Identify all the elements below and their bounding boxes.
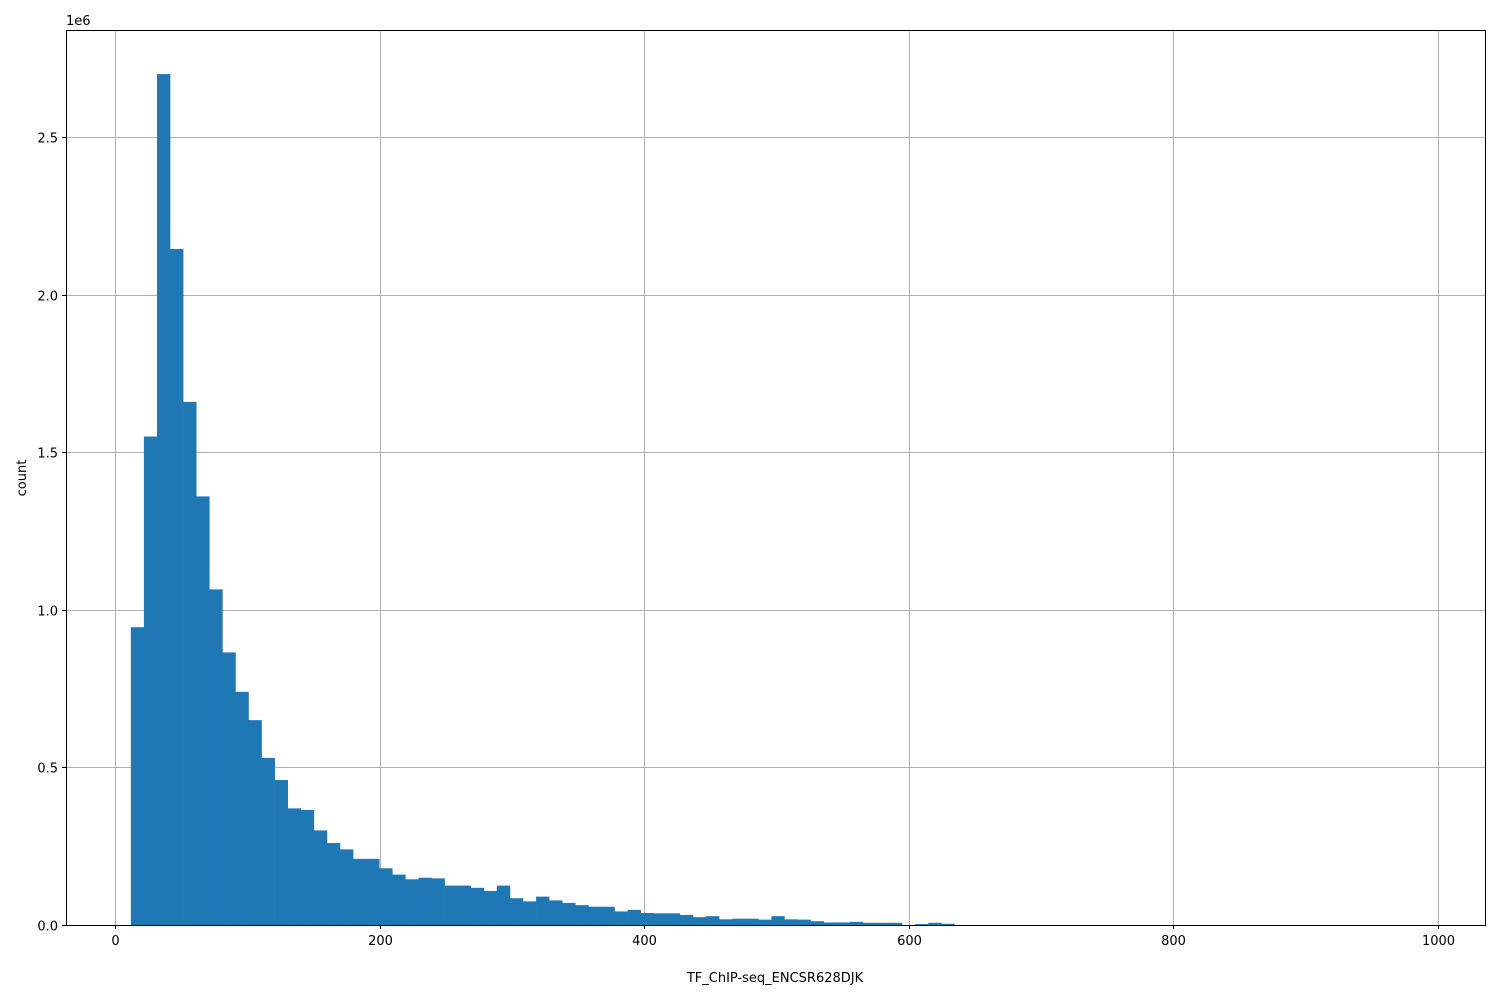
histogram-bar — [732, 918, 746, 925]
histogram-bar — [823, 922, 838, 925]
histogram-bar — [405, 879, 419, 925]
histogram-bar — [522, 901, 537, 925]
histogram-bar — [549, 900, 563, 925]
y-tick-label: 2.0 — [37, 290, 58, 305]
y-tick-label: 1.5 — [37, 447, 58, 462]
histogram-bar — [366, 858, 380, 925]
histogram-bar — [849, 921, 864, 925]
y-axis-ticks: 0.0 0.5 1.0 1.5 2.0 2.5 — [37, 132, 66, 935]
y-tick-label: 0.5 — [37, 762, 58, 777]
histogram-bar — [941, 923, 955, 925]
histogram-bar — [300, 809, 315, 925]
histogram-bar — [562, 902, 576, 925]
histogram-bar — [418, 877, 432, 925]
histogram-bar — [666, 913, 681, 925]
x-axis-ticks: 0 200 400 600 800 1000 — [111, 925, 1455, 949]
histogram-bar — [719, 919, 733, 925]
histogram-bar — [130, 627, 145, 925]
histogram-bar — [392, 874, 406, 925]
histogram-bar — [170, 249, 184, 925]
histogram-bar — [797, 919, 811, 925]
histogram-bar — [496, 885, 511, 925]
histogram-bar — [156, 74, 171, 925]
histogram-bar — [379, 868, 393, 925]
histogram-bar — [235, 691, 249, 925]
histogram-bar — [470, 887, 485, 925]
histogram-bar — [183, 401, 197, 925]
histogram-bar — [483, 890, 498, 925]
histogram-bar — [444, 885, 458, 925]
histogram-bar — [875, 922, 890, 925]
histogram-bar — [326, 843, 341, 925]
histogram-bar — [692, 917, 707, 925]
x-tick-label: 600 — [897, 934, 922, 949]
histogram-bar — [353, 858, 367, 925]
histogram-bars — [130, 74, 955, 925]
histogram-bar — [209, 589, 223, 925]
histogram-bar — [536, 896, 550, 925]
x-axis-label: TF_ChIP-seq_ENCSR628DJK — [686, 971, 864, 986]
histogram-bar — [509, 898, 524, 925]
histogram-bar — [601, 906, 615, 925]
histogram-bar — [745, 918, 759, 925]
x-tick-label: 200 — [368, 934, 393, 949]
histogram-bar — [196, 496, 210, 925]
y-offset-label: 1e6 — [66, 14, 91, 29]
histogram-bar — [784, 919, 798, 925]
histogram-bar — [431, 878, 445, 925]
histogram-bar — [627, 909, 641, 925]
x-tick-label: 400 — [632, 934, 657, 949]
y-tick-label: 1.0 — [37, 605, 58, 620]
histogram-bar — [679, 914, 694, 925]
histogram-bar — [588, 906, 602, 925]
histogram-bar — [143, 436, 158, 925]
x-tick-label: 1000 — [1422, 934, 1455, 949]
histogram-bar — [862, 922, 877, 925]
histogram-bar — [614, 911, 628, 925]
histogram-bar — [758, 919, 772, 925]
histogram-bar — [928, 922, 942, 925]
histogram-bar — [575, 905, 589, 925]
histogram-bar — [771, 916, 785, 925]
histogram-bar — [313, 830, 328, 925]
histogram-bar — [705, 916, 720, 925]
histogram-bar — [889, 922, 903, 925]
histogram-bar — [457, 885, 472, 925]
histogram-bar — [810, 921, 824, 925]
histogram-bar — [653, 913, 668, 925]
histogram-bar — [287, 808, 302, 925]
histogram-bar — [339, 849, 354, 925]
histogram-bar — [274, 780, 288, 925]
y-tick-label: 0.0 — [37, 920, 58, 935]
x-tick-label: 0 — [111, 934, 119, 949]
x-tick-label: 800 — [1161, 934, 1186, 949]
histogram-bar — [261, 757, 275, 925]
y-axis-label: count — [15, 460, 30, 497]
histogram-bar — [248, 720, 262, 925]
histogram-bar — [915, 924, 929, 925]
plot-frame — [66, 30, 1486, 926]
histogram-bar — [640, 913, 655, 925]
y-tick-label: 2.5 — [37, 132, 58, 147]
histogram-bar — [836, 922, 851, 925]
histogram-bar — [222, 652, 236, 925]
